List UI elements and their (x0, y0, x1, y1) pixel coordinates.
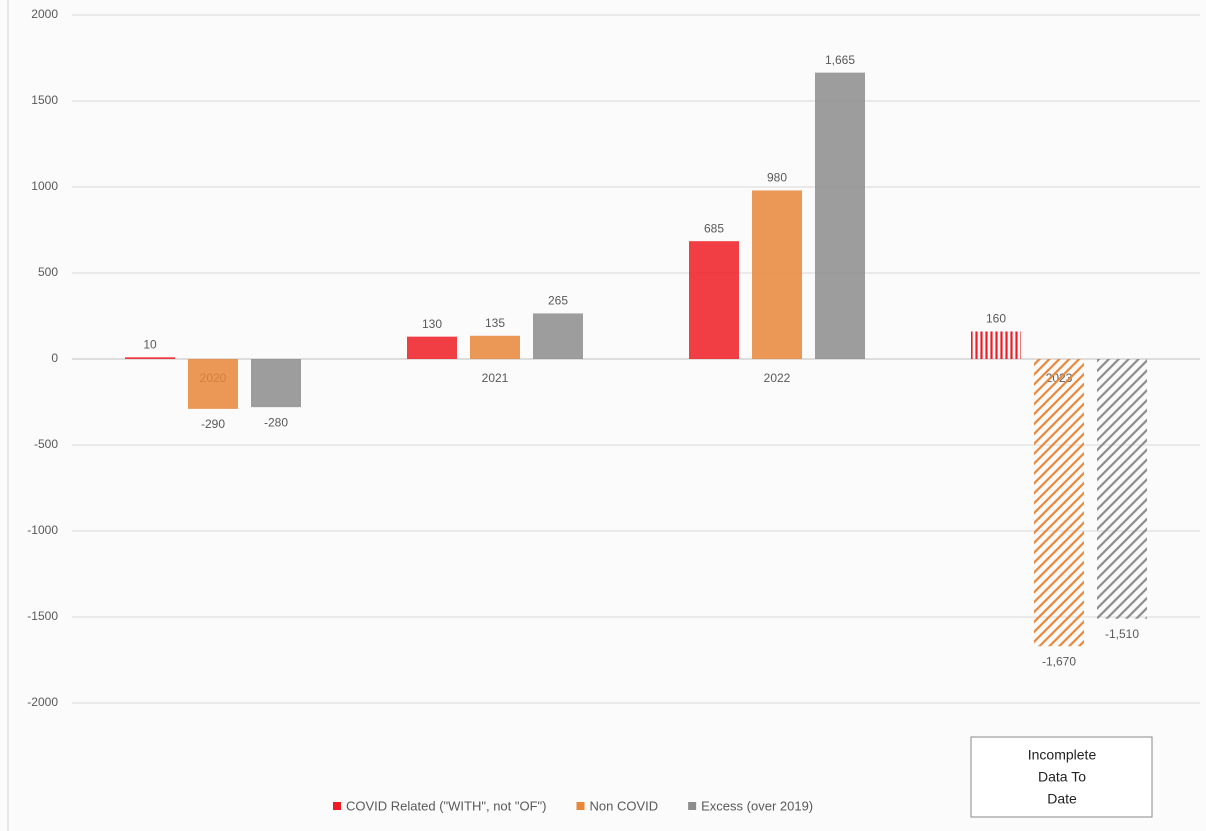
legend-label: Excess (over 2019) (701, 798, 813, 813)
legend-label: COVID Related ("WITH", not "OF") (346, 798, 547, 813)
legend-swatch (576, 802, 585, 810)
y-tick-label: 1500 (31, 93, 58, 107)
bar (971, 331, 1021, 359)
data-label: 265 (548, 294, 568, 308)
data-label: -280 (264, 415, 288, 429)
data-label: 685 (704, 221, 724, 235)
legend-swatch (333, 802, 341, 810)
note-box: Incomplete Data To Date (970, 736, 1153, 818)
legend-swatch (688, 802, 697, 810)
bar (251, 359, 301, 408)
data-label: 1,665 (825, 53, 855, 67)
y-tick-label: 2000 (31, 7, 58, 21)
y-tick-label: -500 (34, 437, 58, 451)
note-line: Data To (1038, 769, 1086, 785)
y-tick-label: 500 (38, 265, 58, 279)
bar (1034, 359, 1084, 647)
y-tick-label: 0 (51, 351, 58, 365)
note-line: Incomplete (1028, 747, 1097, 763)
data-label: -1,510 (1105, 627, 1139, 641)
data-label: 130 (422, 317, 442, 331)
data-label: -290 (201, 417, 225, 431)
bar (407, 336, 457, 359)
bar (752, 190, 802, 359)
legend: COVID Related ("WITH", not "OF") Non COVI… (333, 798, 813, 813)
bar (1097, 359, 1147, 619)
note-frame (970, 736, 1153, 818)
y-tick-label: 1000 (31, 179, 58, 193)
y-tick-label: -1000 (27, 523, 58, 537)
y-tick-label: -2000 (27, 695, 58, 709)
bar (689, 241, 739, 359)
x-tick-label: 2021 (482, 371, 509, 385)
note-line: Date (1047, 791, 1077, 807)
x-tick-label: 2022 (764, 371, 791, 385)
data-label: -1,670 (1042, 654, 1076, 668)
data-label: 135 (485, 316, 505, 330)
bar (815, 72, 865, 360)
bar (188, 359, 238, 409)
bar (470, 335, 520, 359)
bar (125, 357, 175, 359)
data-label: 160 (986, 312, 1006, 326)
data-label: 980 (767, 171, 787, 185)
legend-label: Non COVID (590, 798, 659, 813)
bar (533, 313, 583, 359)
data-label: 10 (143, 337, 157, 351)
y-tick-label: -1500 (27, 609, 58, 623)
